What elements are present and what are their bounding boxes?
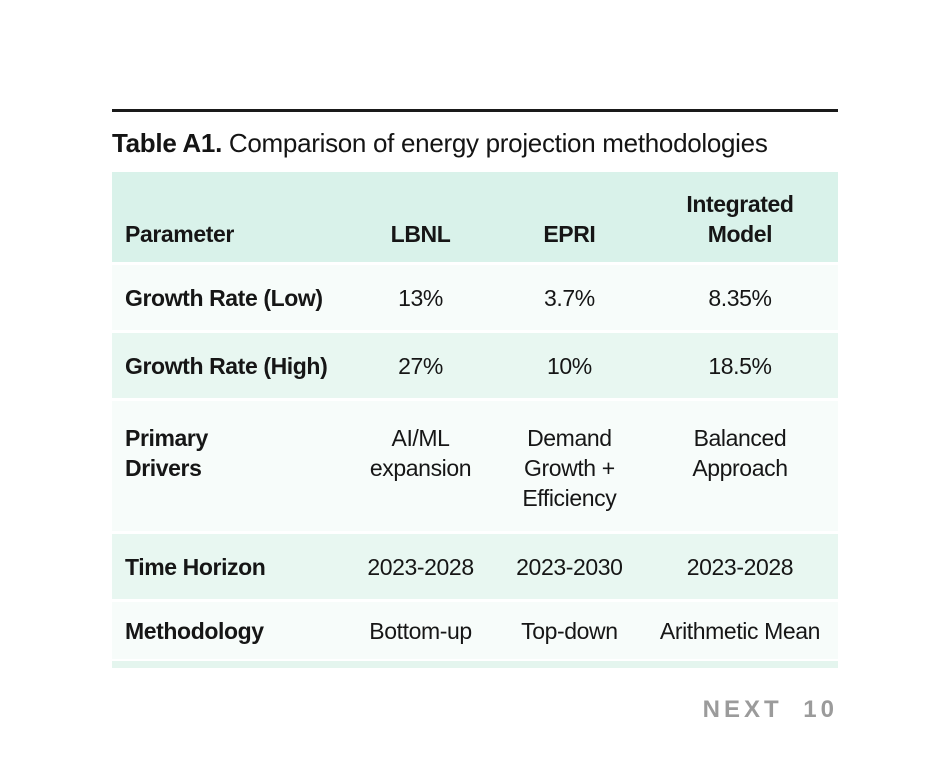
cell-lbnl: 2023-2028 <box>367 553 474 580</box>
column-header-lbnl: LBNL <box>390 221 451 247</box>
cell-integrated: Arithmetic Mean <box>659 617 821 644</box>
row-label: Time Horizon <box>125 553 266 580</box>
column-header-parameter: Parameter <box>125 221 234 247</box>
cell-epri: Demand Growth + Efficiency <box>522 425 617 511</box>
content-column: Table A1. Comparison of energy projectio… <box>112 109 838 668</box>
cell-integrated: 18.5% <box>708 352 772 379</box>
table-row-methodology: Methodology Bottom-up Top-down Arithmeti… <box>112 602 838 659</box>
cell-lbnl: Bottom-up <box>369 617 472 644</box>
cell-epri: Top-down <box>521 617 618 644</box>
cell-lbnl: 13% <box>398 284 443 311</box>
cell-integrated: 8.35% <box>708 284 772 311</box>
row-label: Primary Drivers <box>125 425 208 481</box>
table-row-growth-rate-high: Growth Rate (High) 27% 10% 18.5% <box>112 333 838 398</box>
cell-integrated: Balanced Approach <box>692 425 788 481</box>
top-rule <box>112 109 838 112</box>
next10-wordmark: NEXT 10 <box>702 696 838 723</box>
cell-epri: 10% <box>546 352 592 379</box>
table-caption-number: Table A1. <box>112 128 222 158</box>
table-row-primary-drivers: Primary Drivers AI/ML expansion Demand G… <box>112 401 838 531</box>
cell-epri: 3.7% <box>543 284 595 311</box>
row-label: Methodology <box>125 617 264 644</box>
cell-epri: 2023-2030 <box>516 553 623 580</box>
cell-lbnl: AI/ML expansion <box>369 425 472 481</box>
column-header-epri: EPRI <box>543 221 596 247</box>
table-caption-text: Comparison of energy projection methodol… <box>222 128 768 158</box>
comparison-table: Parameter LBNL EPRI Integrated Model Gro… <box>112 172 838 668</box>
row-label: Growth Rate (Low) <box>125 284 323 311</box>
table-bottom-strip <box>112 661 838 668</box>
table-row-time-horizon: Time Horizon 2023-2028 2023-2030 2023-20… <box>112 534 838 599</box>
column-header-integrated-model: Integrated Model <box>686 191 794 247</box>
table-caption: Table A1. Comparison of energy projectio… <box>112 128 838 159</box>
table-header-row: Parameter LBNL EPRI Integrated Model <box>112 172 838 262</box>
cell-integrated: 2023-2028 <box>686 553 794 580</box>
cell-lbnl: 27% <box>398 352 443 379</box>
table-row-growth-rate-low: Growth Rate (Low) 13% 3.7% 8.35% <box>112 265 838 330</box>
row-label: Growth Rate (High) <box>125 352 328 379</box>
